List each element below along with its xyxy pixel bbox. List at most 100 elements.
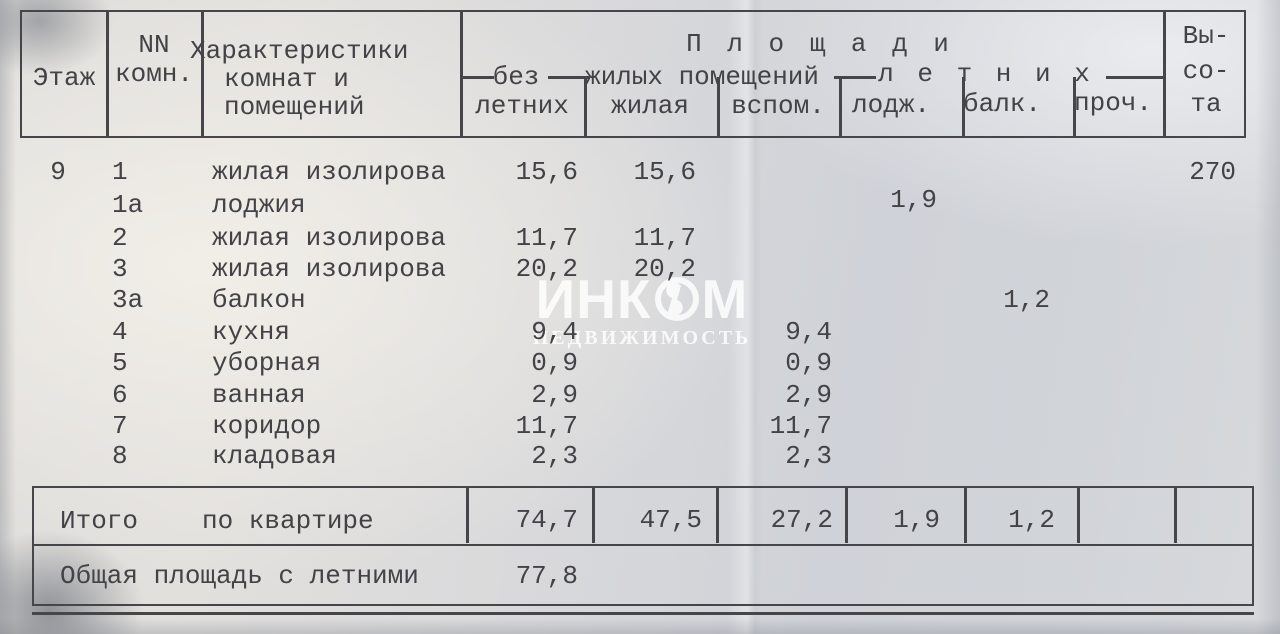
divider-lodzh-balk [962,77,965,138]
totals-divider [845,488,848,543]
cell-area-bez: 15,6 [515,157,578,187]
header-floor: Этаж [32,63,96,93]
cell-area-vspom: 2,9 [785,380,832,410]
divider-zhilaya-vspom [717,77,720,138]
divider-areas-height [1163,10,1166,138]
table-row: 7 коридор 11,7 11,7 [0,411,1280,441]
table-row: 3 жилая изолирова 20,2 20,2 [0,254,1280,284]
header-characteristics-line2: комнат и [224,64,349,94]
header-room-no-line1: NN [138,30,170,60]
table-row: 6 ванная 2,9 2,9 [0,380,1280,410]
table-row: 8 кладовая 2,3 2,3 [0,441,1280,471]
cell-floor: 9 [50,157,66,187]
grand-total-label: Общая площадь с летними [60,561,419,591]
table-row: 9 1 жилая изолирова 15,6 15,6 270 [0,157,1280,187]
cell-room-no: 8 [112,441,128,471]
header-bez-line1: без [492,62,540,92]
table-row: 1а лоджия 1,9 [0,185,1280,220]
totals-label: Итого [60,506,139,536]
watermark-brand: ИНК М [524,268,760,330]
cell-room-name: коридор [212,411,322,441]
header-residential-group: жилых помещений [584,62,820,92]
totals-divider [592,488,595,543]
totals-divider [964,488,967,543]
totals-area-vspom: 27,2 [770,505,833,535]
cell-area-bez: 11,7 [515,411,578,441]
cell-height: 270 [1189,157,1236,187]
cell-area-vspom: 2,3 [785,441,832,471]
cell-room-name: жилая изолирова [212,157,447,187]
cell-room-name: балкон [212,285,306,315]
header-height-line2: со- [1182,56,1230,86]
inkom-circle-logo-icon [654,277,699,321]
cell-area-bez: 0,9 [531,348,578,378]
cell-room-no: 6 [112,380,128,410]
watermark-subtitle: НЕДВИЖИМОСТЬ [532,327,752,349]
totals-divider [1174,488,1177,543]
cell-area-vspom: 11,7 [769,411,832,441]
cell-room-no: 5 [112,348,128,378]
table-row: 2 жилая изолирова 11,7 11,7 [0,223,1280,253]
cell-room-name: кладовая [212,441,337,471]
totals-row-box: Итого по квартире 74,7 47,5 27,2 1,9 1,2 [32,486,1254,546]
group-rule-segment [834,76,876,79]
cell-room-no: 1 [112,157,128,187]
totals-divider [716,488,719,543]
divider-characteristics-areas [460,10,463,138]
cell-room-name: жилая изолирова [212,254,447,284]
header-proch: проч. [1073,88,1152,118]
cell-area-bez: 20,2 [515,254,578,284]
header-room-no-line2: комн. [114,59,193,89]
cell-area-zhilaya: 20,2 [633,254,696,284]
cell-area-balk: 1,2 [1003,285,1050,315]
cell-area-bez: 9,4 [531,317,578,347]
header-areas-group: П л о щ а д и [686,29,954,59]
cell-room-no: 1а [112,190,144,220]
cell-room-no: 3 [112,254,128,284]
header-characteristics-line1: Характеристики [190,36,409,66]
table-row: 4 кухня 9,4 9,4 [0,317,1280,347]
cell-area-bez: 11,7 [515,223,578,253]
watermark-brand-prefix: ИНК [535,268,652,330]
totals-area-zhilaya: 47,5 [639,505,702,535]
table-row: 3а балкон 1,2 [0,285,1280,315]
totals-label-continued: по квартире [202,506,374,536]
table-header-box [20,10,1246,138]
cell-area-zhilaya: 11,7 [633,223,696,253]
totals-area-lodzh: 1,9 [893,505,940,535]
divider-balk-proch [1073,77,1076,138]
totals-area-bez: 74,7 [515,505,578,535]
table-row: 5 уборная 0,9 0,9 [0,348,1280,378]
watermark-inkom: ИНК М НЕДВИЖИМОСТЬ [524,268,760,350]
divider-room-characteristics [201,10,204,138]
cell-area-bez: 2,3 [531,441,578,471]
cell-area-vspom: 9,4 [785,317,832,347]
header-zhilaya: жилая [610,91,689,121]
grand-total-row-box: Общая площадь с летними 77,8 [32,546,1254,606]
divider-vspom-lodzh [839,77,842,138]
cell-area-lodzh: 1,9 [890,185,937,215]
cell-room-name: лоджия [212,190,306,220]
cell-room-no: 7 [112,411,128,441]
header-characteristics-line3: помещений [224,92,365,122]
divider-bez-zhilaya [584,77,587,138]
cell-area-zhilaya: 15,6 [633,157,696,187]
header-vspom: вспом. [731,91,825,121]
cell-room-no: 2 [112,223,128,253]
cell-room-name: уборная [212,348,322,378]
totals-area-balk: 1,2 [1008,505,1055,535]
header-height-line1: Вы- [1182,21,1230,51]
divider-floor-room [106,10,109,138]
cell-room-no: 3а [112,285,144,315]
double-rule-bottom [32,612,1254,615]
header-lodzh: лодж. [851,90,930,120]
group-rule-segment [462,76,494,79]
header-balk: балк. [962,89,1041,119]
cell-room-name: кухня [212,317,291,347]
header-summer-group: л е т н и х [878,59,1094,89]
group-rule-segment [1106,76,1163,79]
group-rule-segment [548,76,590,79]
cell-room-name: жилая изолирова [212,223,447,253]
